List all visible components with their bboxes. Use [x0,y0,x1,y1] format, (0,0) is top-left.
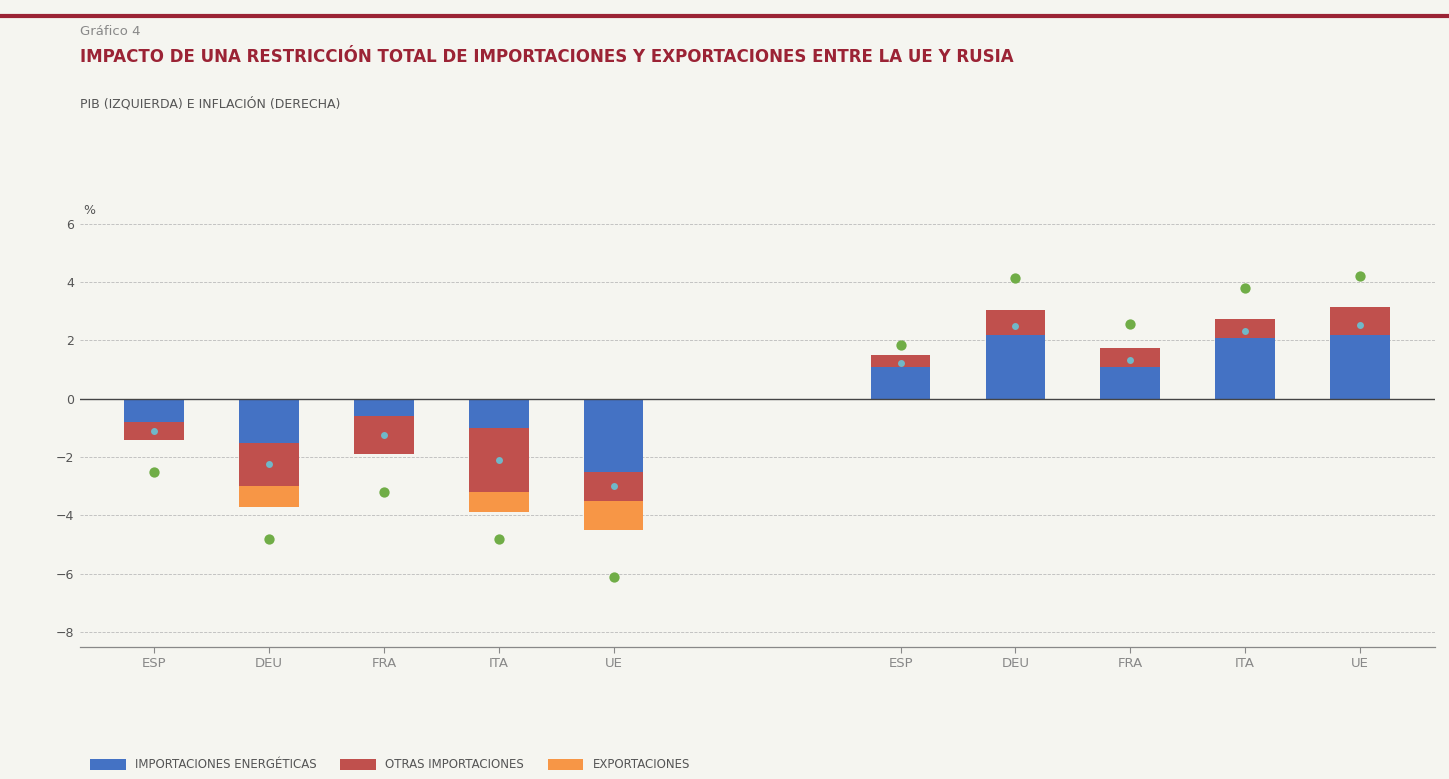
Point [1004,319,1027,332]
Point [258,458,281,471]
Bar [239,442,298,486]
Point [890,339,913,351]
Point [143,465,167,478]
Bar [239,399,298,442]
Legend: IMPORTACIONES ENERGÉTICAS, OTRAS IMPORTACIONES, EXPORTACIONES: IMPORTACIONES ENERGÉTICAS, OTRAS IMPORTA… [85,754,694,776]
Point [890,357,913,369]
Bar [1216,337,1275,399]
Point [372,486,396,499]
Bar [584,399,643,471]
Bar [584,471,643,501]
Point [1119,354,1142,366]
Bar [125,422,184,439]
Bar [871,367,930,399]
Bar [1330,335,1390,399]
Bar [985,335,1045,399]
Point [1233,325,1256,337]
Point [487,533,510,545]
Text: IMPACTO DE UNA RESTRICCIÓN TOTAL DE IMPORTACIONES Y EXPORTACIONES ENTRE LA UE Y : IMPACTO DE UNA RESTRICCIÓN TOTAL DE IMPO… [80,48,1013,66]
Point [601,480,625,492]
Point [1119,319,1142,331]
Bar [469,399,529,428]
Bar [1330,307,1390,335]
Bar [985,310,1045,335]
Point [1233,282,1256,294]
Bar [125,399,184,422]
Bar [1216,319,1275,337]
Bar [871,355,930,367]
Bar [469,428,529,492]
Point [372,429,396,442]
Text: Gráfico 4: Gráfico 4 [80,25,141,38]
Bar [354,399,414,416]
Bar [354,416,414,454]
Point [1348,319,1371,331]
Bar [584,501,643,530]
Text: %: % [83,203,96,217]
Point [1348,270,1371,283]
Bar [1100,347,1161,367]
Point [258,533,281,545]
Bar [469,492,529,513]
Point [601,570,625,583]
Point [1004,272,1027,284]
Text: PIB (IZQUIERDA) E INFLACIÓN (DERECHA): PIB (IZQUIERDA) E INFLACIÓN (DERECHA) [80,97,341,111]
Bar [239,486,298,506]
Point [487,454,510,467]
Bar [1100,367,1161,399]
Point [143,425,167,437]
